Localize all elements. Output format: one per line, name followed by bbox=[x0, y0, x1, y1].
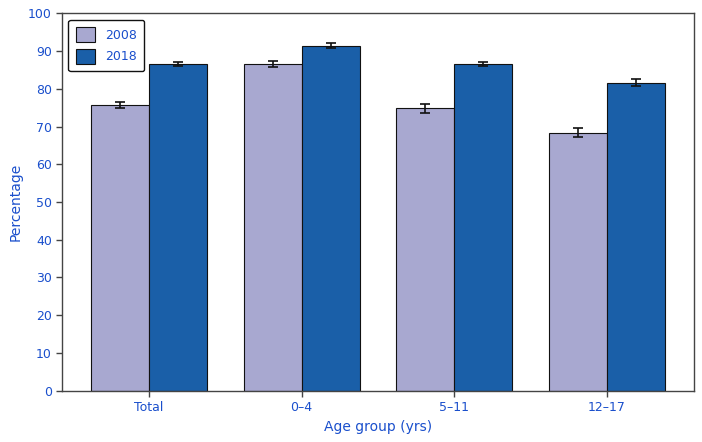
Bar bbox=[91, 105, 149, 391]
X-axis label: Age group (yrs): Age group (yrs) bbox=[324, 419, 432, 434]
Bar bbox=[549, 133, 607, 391]
Bar bbox=[607, 83, 665, 391]
Bar bbox=[302, 46, 359, 391]
Bar bbox=[244, 64, 302, 391]
Bar bbox=[454, 64, 512, 391]
Y-axis label: Percentage: Percentage bbox=[8, 163, 22, 241]
Bar bbox=[149, 64, 207, 391]
Bar bbox=[396, 108, 454, 391]
Legend: 2008, 2018: 2008, 2018 bbox=[68, 19, 144, 71]
